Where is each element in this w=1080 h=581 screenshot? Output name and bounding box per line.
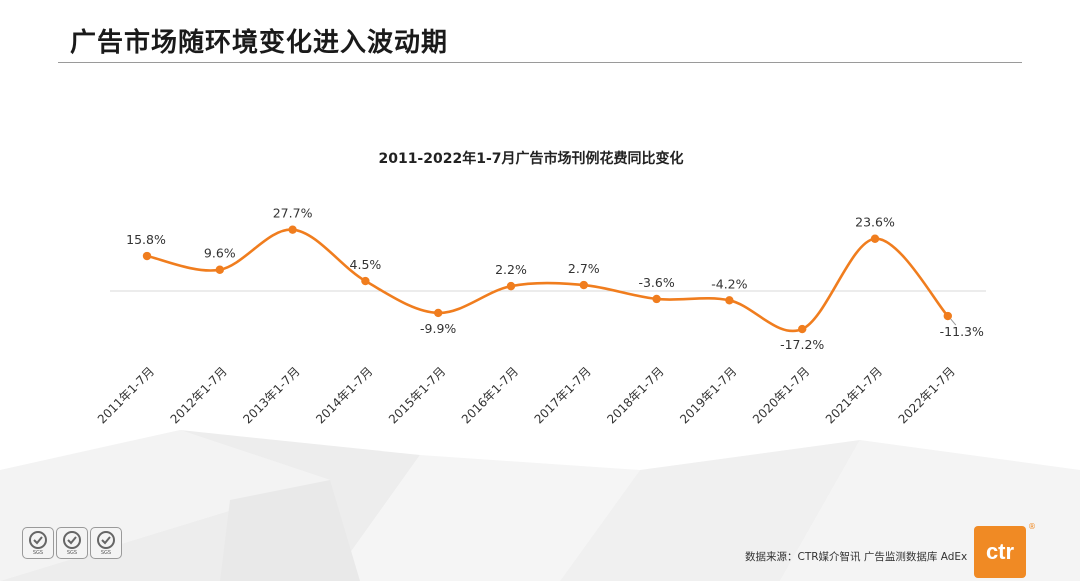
- data-label: 15.8%: [126, 232, 166, 247]
- title-divider: [58, 62, 1022, 63]
- sgs-badge: SGS: [56, 527, 88, 559]
- data-point: [870, 234, 880, 243]
- x-tick-label: 2018年1-7月: [604, 364, 666, 426]
- data-label: -11.3%: [940, 324, 984, 339]
- data-label: 4.5%: [350, 257, 382, 272]
- x-tick-label: 2016年1-7月: [459, 364, 521, 426]
- x-tick-label: 2011年1-7月: [95, 364, 157, 426]
- sgs-label: SGS: [66, 550, 78, 556]
- sgs-label: SGS: [32, 550, 44, 556]
- x-tick-label: 2019年1-7月: [677, 364, 739, 426]
- x-tick-label: 2014年1-7月: [313, 364, 375, 426]
- certification-badges: SGS SGS SGS: [22, 527, 122, 559]
- label-leader: [950, 318, 957, 326]
- data-label: -3.6%: [638, 275, 674, 290]
- data-point: [798, 324, 807, 334]
- data-point: [434, 308, 443, 318]
- data-label: -9.9%: [420, 321, 456, 336]
- x-tick-label: 2022年1-7月: [896, 364, 958, 426]
- data-label: 2.7%: [568, 261, 600, 276]
- data-point: [288, 225, 297, 234]
- x-tick-label: 2017年1-7月: [532, 364, 594, 426]
- data-point: [142, 251, 152, 261]
- data-label: -17.2%: [780, 337, 824, 352]
- x-tick-label: 2012年1-7月: [168, 364, 230, 426]
- data-point: [215, 265, 224, 274]
- page-title: 广告市场随环境变化进入波动期: [70, 28, 449, 58]
- sgs-badge: SGS: [22, 527, 54, 559]
- data-label: 23.6%: [855, 215, 895, 230]
- ctr-logo: ctr: [974, 526, 1026, 578]
- check-badge-icon: [63, 531, 81, 549]
- data-label: -4.2%: [711, 276, 747, 291]
- data-point: [579, 280, 588, 290]
- data-label: 2.2%: [495, 262, 527, 277]
- data-point: [506, 281, 516, 291]
- x-tick-label: 2015年1-7月: [386, 364, 448, 426]
- data-point: [725, 296, 734, 305]
- data-source-note: 数据来源：CTR媒介智讯 广告监测数据库 AdEx: [745, 551, 968, 563]
- data-label: 27.7%: [273, 206, 313, 221]
- data-point: [652, 294, 661, 304]
- sgs-badge: SGS: [90, 527, 122, 559]
- data-point: [943, 311, 952, 321]
- registered-mark: ®: [1028, 522, 1036, 531]
- sgs-label: SGS: [100, 550, 112, 556]
- x-tick-label: 2013年1-7月: [240, 364, 302, 426]
- series-line: [146, 228, 949, 333]
- ctr-logo-text: ctr: [985, 539, 1015, 564]
- x-tick-label: 2020年1-7月: [750, 364, 812, 426]
- check-badge-icon: [29, 531, 47, 549]
- data-label: 9.6%: [204, 246, 236, 261]
- chart-title: 2011-2022年1-7月广告市场刊例花费同比变化: [378, 150, 683, 167]
- check-badge-icon: [97, 531, 115, 549]
- data-point: [361, 276, 370, 286]
- x-tick-label: 2021年1-7月: [823, 364, 885, 426]
